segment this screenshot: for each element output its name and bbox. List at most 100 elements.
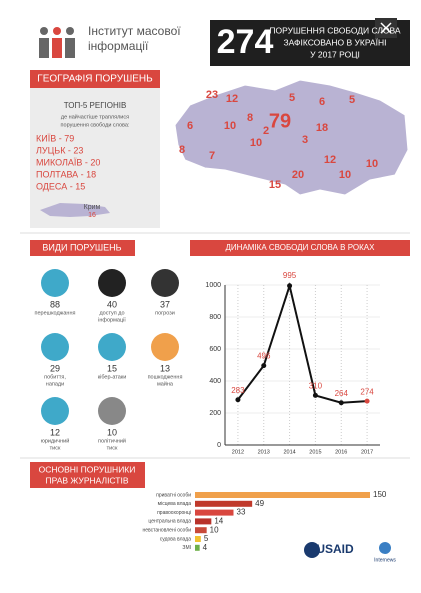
type-label: майна: [157, 380, 174, 387]
y-tick-label: 200: [209, 410, 221, 417]
point: [235, 397, 241, 403]
bar: [195, 544, 200, 551]
category-label: правоохоронці: [157, 510, 191, 516]
type-label: юридичний: [41, 437, 70, 444]
type-value: 10: [107, 427, 117, 437]
y-tick-label: 800: [209, 314, 221, 321]
map-value: 5: [289, 92, 295, 104]
type-icon: [41, 333, 69, 361]
crimea-name: Крим: [84, 204, 101, 211]
x-tick-label: 2012: [232, 449, 244, 455]
top-item: МИКОЛАЇВ - 20: [36, 157, 100, 167]
crimea-map: [40, 203, 110, 217]
map-value: 15: [269, 179, 281, 191]
logo-text: Інститут масової: [88, 24, 181, 38]
type-label: пошкодження: [148, 374, 183, 380]
type-label: інформації: [98, 317, 126, 323]
line: [237, 282, 368, 404]
header-text: ЗАФІКСОВАНО В УКРАЇНІ: [284, 37, 387, 47]
value-label: 49: [255, 499, 264, 508]
x-tick-label: 2015: [309, 449, 321, 455]
category-label: судова влада: [160, 536, 191, 542]
type-label: доступ до: [99, 310, 124, 316]
internews-logo: Internews: [374, 557, 396, 563]
type-label: перешкоджання: [35, 310, 76, 316]
value-label: 10: [210, 525, 219, 534]
section-bar: [190, 240, 410, 256]
type-icon: [41, 269, 69, 297]
header-text: У 2017 РОЦІ: [310, 49, 360, 59]
point: [312, 392, 318, 398]
internews-icon: [379, 542, 391, 554]
x-tick-label: 2017: [361, 449, 373, 455]
bar: [195, 536, 201, 542]
map-value: 20: [292, 169, 304, 181]
bar: [195, 518, 212, 525]
map-value: 79: [269, 110, 291, 132]
value-label: 274: [360, 387, 374, 396]
category-label: ЗМІ: [182, 545, 191, 551]
type-label: напади: [46, 381, 64, 387]
value-label: 310: [309, 382, 323, 391]
logo-icon: [39, 27, 75, 58]
top-subtitle: де найчастіше траплялися: [61, 113, 129, 120]
category-label: місцева влада: [158, 501, 192, 507]
map-value: 6: [187, 120, 193, 132]
map-value: 8: [179, 144, 185, 156]
usaid-logo: USAID: [316, 542, 354, 556]
logo-text: інформації: [88, 39, 149, 53]
type-icon: [41, 397, 69, 425]
type-label: кібер-атаки: [98, 374, 127, 380]
x-tick-label: 2016: [335, 449, 347, 455]
section-bar: [30, 462, 145, 488]
map-value: 18: [316, 122, 328, 134]
type-icon: [98, 269, 126, 297]
x-tick-label: 2013: [258, 449, 270, 455]
type-label: побиття,: [44, 374, 66, 380]
section-title: ВИДИ ПОРУШЕНЬ: [42, 242, 121, 252]
section-title: ПРАВ ЖУРНАЛІСТІВ: [45, 475, 128, 485]
map-value: 8: [247, 112, 253, 124]
type-value: 15: [107, 363, 117, 373]
type-icon: [151, 333, 179, 361]
value-label: 33: [237, 508, 246, 517]
type-label: погрози: [155, 310, 175, 316]
section-title: ОСНОВНІ ПОРУШНИКИ: [39, 464, 136, 474]
type-label: тиск: [50, 445, 61, 451]
type-icon: [98, 333, 126, 361]
section-title: ДИНАМІКА СВОБОДИ СЛОВА В РОКАХ: [226, 243, 376, 252]
value-label: 283: [231, 386, 245, 395]
point: [261, 363, 267, 369]
type-icon: [151, 269, 179, 297]
bar: [195, 527, 207, 534]
top-item: КИЇВ - 79: [36, 133, 74, 143]
type-value: 37: [160, 299, 170, 309]
y-tick-label: 600: [209, 346, 221, 353]
type-icon: [98, 397, 126, 425]
usaid-seal: [304, 542, 320, 558]
value-label: 14: [214, 517, 223, 526]
top-subtitle: порушення свободи слова:: [61, 122, 130, 128]
type-value: 29: [50, 363, 60, 373]
map-value: 2: [263, 125, 269, 137]
type-label: політичний: [98, 437, 126, 444]
crimea-value: 16: [88, 212, 96, 219]
map-value: 7: [209, 150, 215, 162]
category-label: приватні особи: [156, 492, 191, 498]
map-value: 12: [324, 154, 336, 166]
top-item: ЛУЦЬК - 23: [36, 145, 83, 155]
close-icon[interactable]: [380, 22, 392, 34]
map-value: 3: [302, 134, 308, 146]
bar: [195, 500, 253, 507]
map-value: 10: [339, 169, 351, 181]
type-value: 88: [50, 299, 60, 309]
map-value: 23: [206, 89, 218, 101]
header-count: 274: [217, 23, 274, 61]
category-label: центральна влада: [148, 519, 191, 525]
header-text: ПОРУШЕННЯ СВОБОДИ СЛОВА: [269, 25, 401, 35]
value-label: 150: [373, 490, 387, 499]
top-title: ТОП-5 РЕГІОНІВ: [64, 101, 127, 110]
value-label: 264: [335, 389, 349, 398]
map-value: 12: [226, 93, 238, 105]
